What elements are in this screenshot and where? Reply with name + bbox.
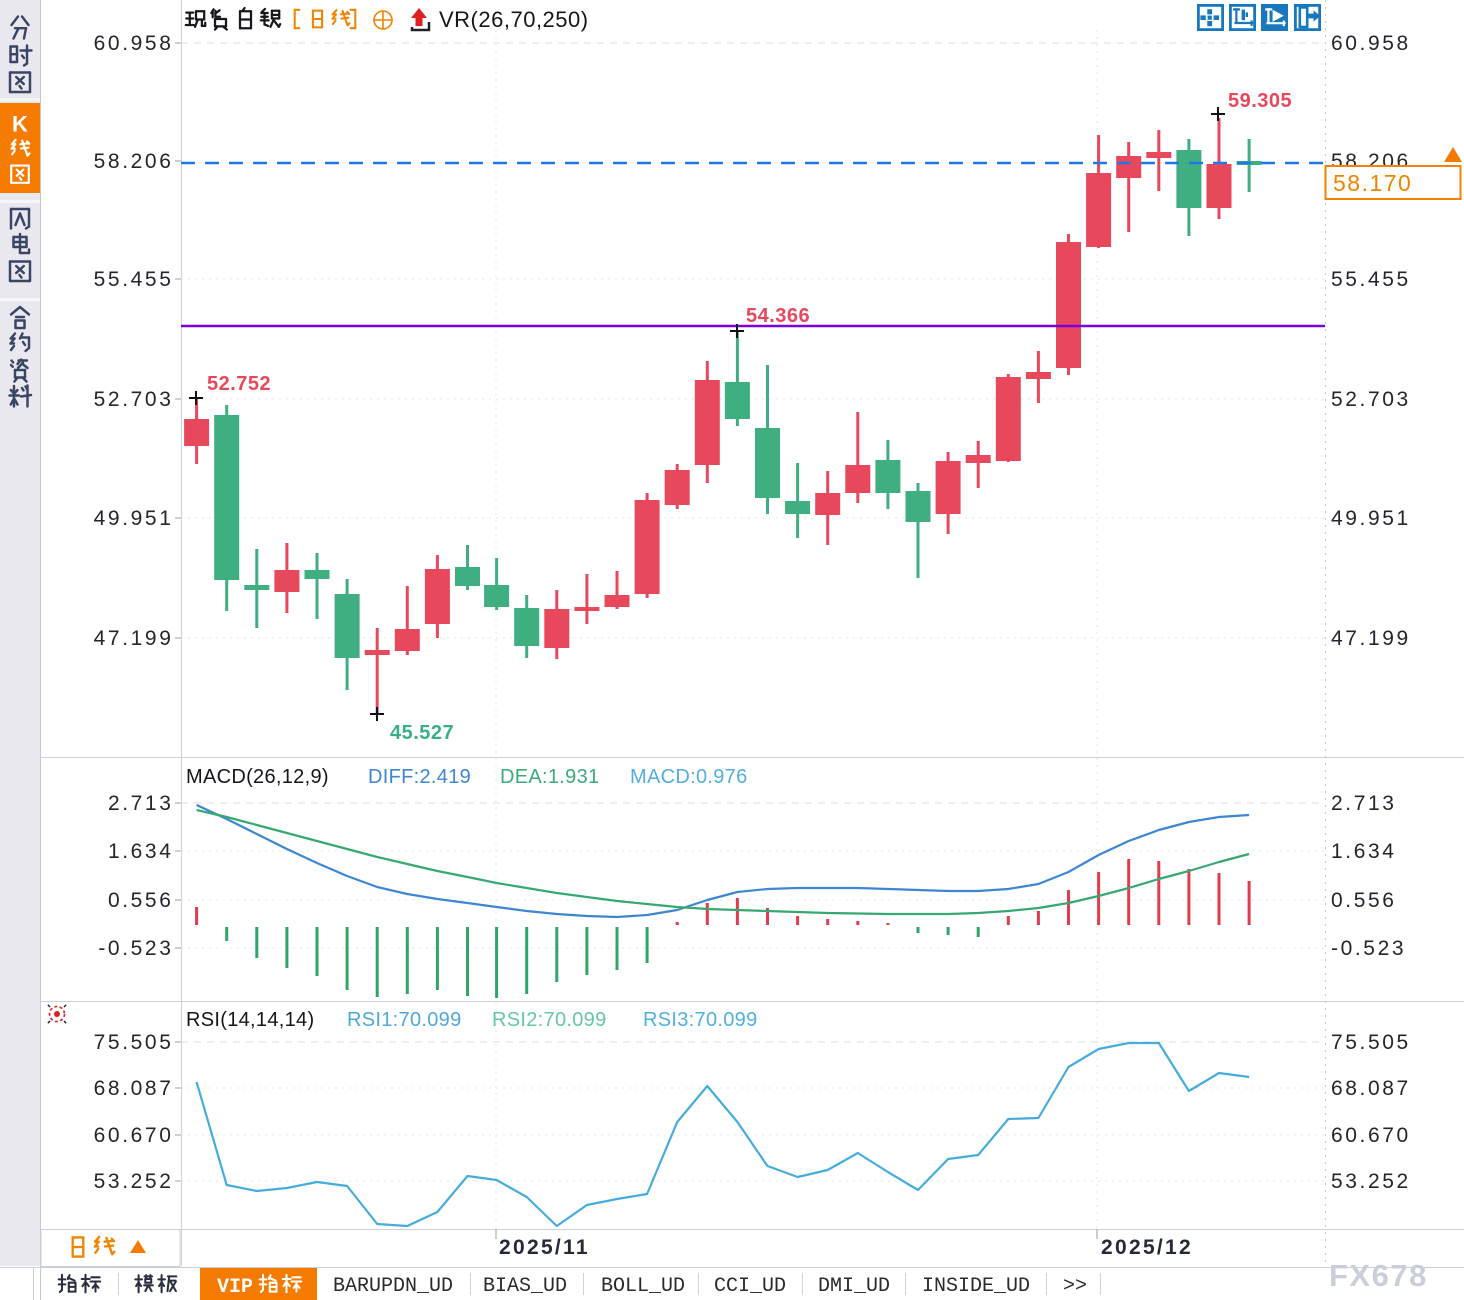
svg-text:DIFF:2.419: DIFF:2.419 — [368, 766, 471, 788]
svg-text:DEA:1.931: DEA:1.931 — [500, 766, 599, 788]
svg-text:RSI3:70.099: RSI3:70.099 — [643, 1009, 758, 1031]
svg-text:54.366: 54.366 — [746, 305, 810, 327]
svg-text:2.713: 2.713 — [108, 792, 174, 815]
svg-text:K: K — [12, 112, 28, 137]
svg-text:58.170: 58.170 — [1333, 170, 1412, 196]
svg-text:2025/12: 2025/12 — [1101, 1236, 1193, 1259]
svg-text:68.087: 68.087 — [94, 1077, 174, 1100]
svg-text:60.670: 60.670 — [94, 1124, 174, 1147]
svg-text:INSIDE_UD: INSIDE_UD — [922, 1275, 1030, 1298]
svg-text:VIP: VIP — [217, 1276, 253, 1299]
svg-text:47.199: 47.199 — [94, 627, 174, 650]
svg-text:RSI(14,14,14): RSI(14,14,14) — [186, 1009, 314, 1031]
svg-text:47.199: 47.199 — [1331, 627, 1411, 650]
svg-text:52.752: 52.752 — [207, 373, 271, 395]
svg-text:55.455: 55.455 — [94, 268, 174, 291]
svg-text:52.703: 52.703 — [1331, 388, 1411, 411]
svg-text:58.206: 58.206 — [94, 150, 174, 173]
svg-text:-0.523: -0.523 — [1331, 937, 1406, 960]
svg-text:53.252: 53.252 — [1331, 1170, 1411, 1193]
svg-text:2.713: 2.713 — [1331, 792, 1397, 815]
svg-text:53.252: 53.252 — [94, 1170, 174, 1193]
svg-text:>>: >> — [1063, 1275, 1087, 1298]
svg-text:1.634: 1.634 — [108, 840, 174, 863]
svg-text:RSI1:70.099: RSI1:70.099 — [347, 1009, 462, 1031]
svg-text:49.951: 49.951 — [1331, 507, 1411, 530]
svg-text:2025/11: 2025/11 — [499, 1236, 590, 1259]
svg-text:FX678: FX678 — [1329, 1258, 1428, 1293]
svg-text:55.455: 55.455 — [1331, 268, 1411, 291]
svg-text:75.505: 75.505 — [1331, 1031, 1411, 1054]
svg-text:MACD:0.976: MACD:0.976 — [630, 766, 748, 788]
svg-text:1.634: 1.634 — [1331, 840, 1397, 863]
svg-text:68.087: 68.087 — [1331, 1077, 1411, 1100]
svg-text:60.670: 60.670 — [1331, 1124, 1411, 1147]
svg-text:CCI_UD: CCI_UD — [714, 1275, 786, 1298]
svg-text:75.505: 75.505 — [94, 1031, 174, 1054]
svg-text:45.527: 45.527 — [390, 722, 454, 744]
svg-text:52.703: 52.703 — [94, 388, 174, 411]
svg-text:59.305: 59.305 — [1228, 90, 1292, 112]
svg-text:0.556: 0.556 — [1331, 889, 1397, 912]
svg-text:BIAS_UD: BIAS_UD — [483, 1275, 567, 1298]
svg-text:BOLL_UD: BOLL_UD — [601, 1275, 685, 1298]
svg-text:49.951: 49.951 — [94, 507, 174, 530]
svg-text:MACD(26,12,9): MACD(26,12,9) — [186, 766, 329, 788]
svg-text:60.958: 60.958 — [94, 32, 174, 55]
svg-text:VR(26,70,250): VR(26,70,250) — [439, 7, 589, 32]
svg-text:60.958: 60.958 — [1331, 32, 1411, 55]
svg-text:BARUPDN_UD: BARUPDN_UD — [333, 1275, 453, 1298]
svg-text:RSI2:70.099: RSI2:70.099 — [492, 1009, 607, 1031]
svg-text:DMI_UD: DMI_UD — [818, 1275, 890, 1298]
svg-text:-0.523: -0.523 — [98, 937, 173, 960]
svg-text:0.556: 0.556 — [108, 889, 174, 912]
